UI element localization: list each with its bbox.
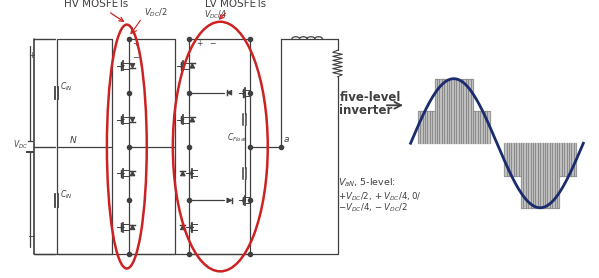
Text: $+V_{DC}/2, +V_{DC}/4, 0/$: $+V_{DC}/2, +V_{DC}/4, 0/$	[337, 190, 421, 203]
Text: $V_{DC}/2$: $V_{DC}/2$	[144, 6, 168, 19]
Text: +: +	[132, 39, 140, 48]
Polygon shape	[227, 90, 232, 95]
Text: +: +	[29, 51, 35, 60]
Text: +: +	[196, 39, 202, 48]
Polygon shape	[130, 225, 135, 230]
Text: −: −	[210, 39, 216, 48]
Text: inverter: inverter	[340, 105, 393, 118]
Text: a: a	[283, 135, 289, 144]
Text: HV MOSFETs: HV MOSFETs	[64, 0, 129, 21]
Polygon shape	[190, 117, 195, 122]
Text: −: −	[132, 53, 140, 62]
Text: −: −	[28, 232, 36, 242]
Text: $C_{IN}$: $C_{IN}$	[60, 188, 73, 201]
Polygon shape	[180, 171, 185, 176]
Text: $V_{aN}$, 5-level:: $V_{aN}$, 5-level:	[337, 177, 395, 189]
Text: $V_{DC}/4$: $V_{DC}/4$	[204, 9, 227, 21]
Text: five-level: five-level	[340, 91, 401, 104]
Polygon shape	[190, 63, 195, 68]
Text: $C_{Float}$: $C_{Float}$	[228, 132, 248, 144]
Text: LV MOSFETs: LV MOSFETs	[205, 0, 266, 19]
Text: $V_{DC}$: $V_{DC}$	[13, 138, 28, 151]
Text: $C_{IN}$: $C_{IN}$	[60, 81, 73, 93]
Text: N: N	[70, 136, 77, 145]
Polygon shape	[180, 225, 185, 230]
Polygon shape	[130, 63, 135, 68]
Polygon shape	[130, 117, 135, 122]
Polygon shape	[227, 198, 232, 203]
Text: $-V_{DC}/4, -V_{DC}/2$: $-V_{DC}/4, -V_{DC}/2$	[337, 202, 407, 214]
Polygon shape	[130, 171, 135, 176]
